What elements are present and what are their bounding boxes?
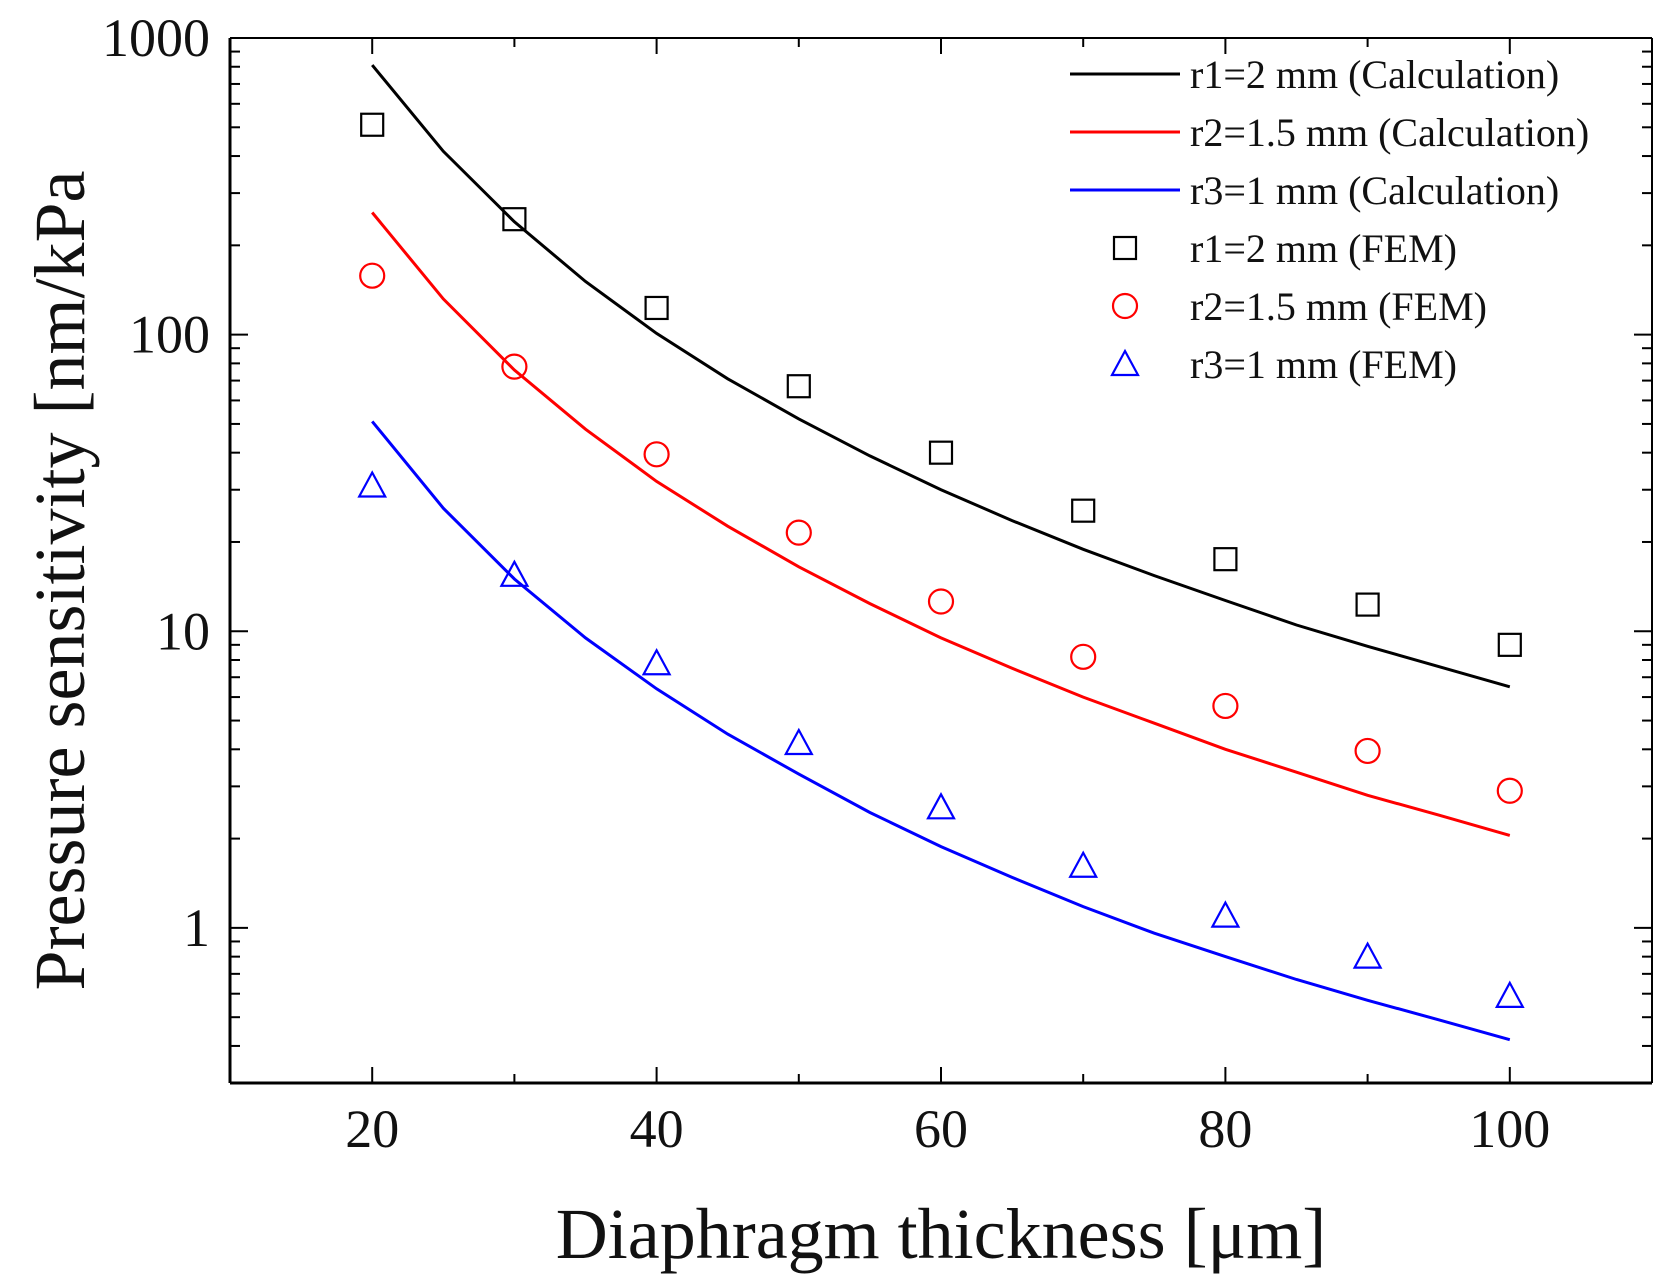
data-point [1497, 632, 1522, 657]
legend-item-r3-1-mm-calculation: r3=1 mm (Calculation) [1070, 168, 1559, 213]
y-tick-label: 10 [156, 601, 210, 661]
series-r3-1-mm-fem [357, 470, 1525, 1008]
legend-swatch-marker [1111, 292, 1139, 320]
legend-item-r1-2-mm-calculation: r1=2 mm (Calculation) [1070, 52, 1559, 97]
data-point [785, 519, 812, 546]
data-point [644, 295, 669, 321]
x-axis: 20 40 60 80 100 [229, 38, 1653, 1159]
series-r2-1-5-mm-fem [359, 262, 1523, 804]
data-point [927, 588, 955, 615]
data-point [1494, 980, 1525, 1008]
y-tick-label: 100 [129, 305, 210, 365]
y-axis: 1 10 100 1000 [102, 8, 1652, 1084]
data-point [643, 441, 670, 468]
data-point [1070, 643, 1097, 670]
data-point [360, 112, 385, 137]
x-tick-label: 80 [1198, 1099, 1252, 1159]
data-point [926, 791, 956, 820]
series-r1-2-mm-calculation [371, 64, 1511, 689]
data-point [641, 647, 672, 676]
series-layer [357, 64, 1525, 1042]
legend-item-r2-1-5-mm-calculation: r2=1.5 mm (Calculation) [1070, 110, 1589, 155]
legend-label: r3=1 mm (FEM) [1190, 342, 1457, 387]
data-point [502, 207, 527, 232]
legend-label: r1=2 mm (FEM) [1190, 226, 1457, 271]
data-point [1210, 900, 1241, 928]
data-point [1212, 692, 1239, 720]
legend-label: r2=1.5 mm (FEM) [1190, 284, 1487, 329]
legend-label: r1=2 mm (Calculation) [1190, 52, 1559, 97]
data-point [1068, 850, 1099, 878]
data-point [1354, 737, 1381, 765]
legend-item-r1-2-mm-fem: r1=2 mm (FEM) [1112, 226, 1457, 271]
legend-item-r2-1-5-mm-fem: r2=1.5 mm (FEM) [1111, 284, 1487, 329]
data-point [357, 470, 388, 498]
y-tick-label: 1 [183, 898, 210, 958]
data-point [501, 353, 528, 380]
y-axis-title: Pressure sensitivity [nm/kPa [20, 171, 100, 991]
data-point [928, 440, 954, 465]
x-tick-label: 100 [1469, 1099, 1550, 1159]
series-line [371, 420, 1511, 1042]
series-line [371, 64, 1511, 689]
data-point [783, 727, 814, 756]
data-point [1071, 498, 1096, 523]
y-tick-label: 1000 [102, 8, 210, 68]
series-r1-2-mm-fem [360, 112, 1522, 657]
legend: r1=2 mm (Calculation) r2=1.5 mm (Calculat… [1070, 52, 1589, 387]
legend-item-r3-1-mm-fem: r3=1 mm (FEM) [1110, 342, 1457, 387]
x-axis-title: Diaphragm thickness [μm] [556, 1194, 1326, 1274]
data-point [359, 262, 386, 289]
series-r3-1-mm-calculation [371, 420, 1511, 1042]
x-tick-label: 20 [345, 1099, 399, 1159]
series-line [371, 211, 1511, 837]
data-point [1355, 592, 1380, 617]
legend-swatch-marker [1112, 235, 1138, 261]
legend-label: r3=1 mm (Calculation) [1190, 168, 1559, 213]
data-point [1496, 777, 1523, 804]
x-tick-label: 60 [914, 1099, 968, 1159]
data-point [1213, 547, 1238, 572]
legend-swatch-marker [1110, 348, 1140, 377]
x-tick-label: 40 [630, 1099, 684, 1159]
legend-label: r2=1.5 mm (Calculation) [1190, 110, 1589, 155]
data-point [786, 374, 811, 399]
series-r2-1-5-mm-calculation [371, 211, 1511, 837]
data-point [499, 559, 530, 587]
data-point [1352, 941, 1383, 969]
